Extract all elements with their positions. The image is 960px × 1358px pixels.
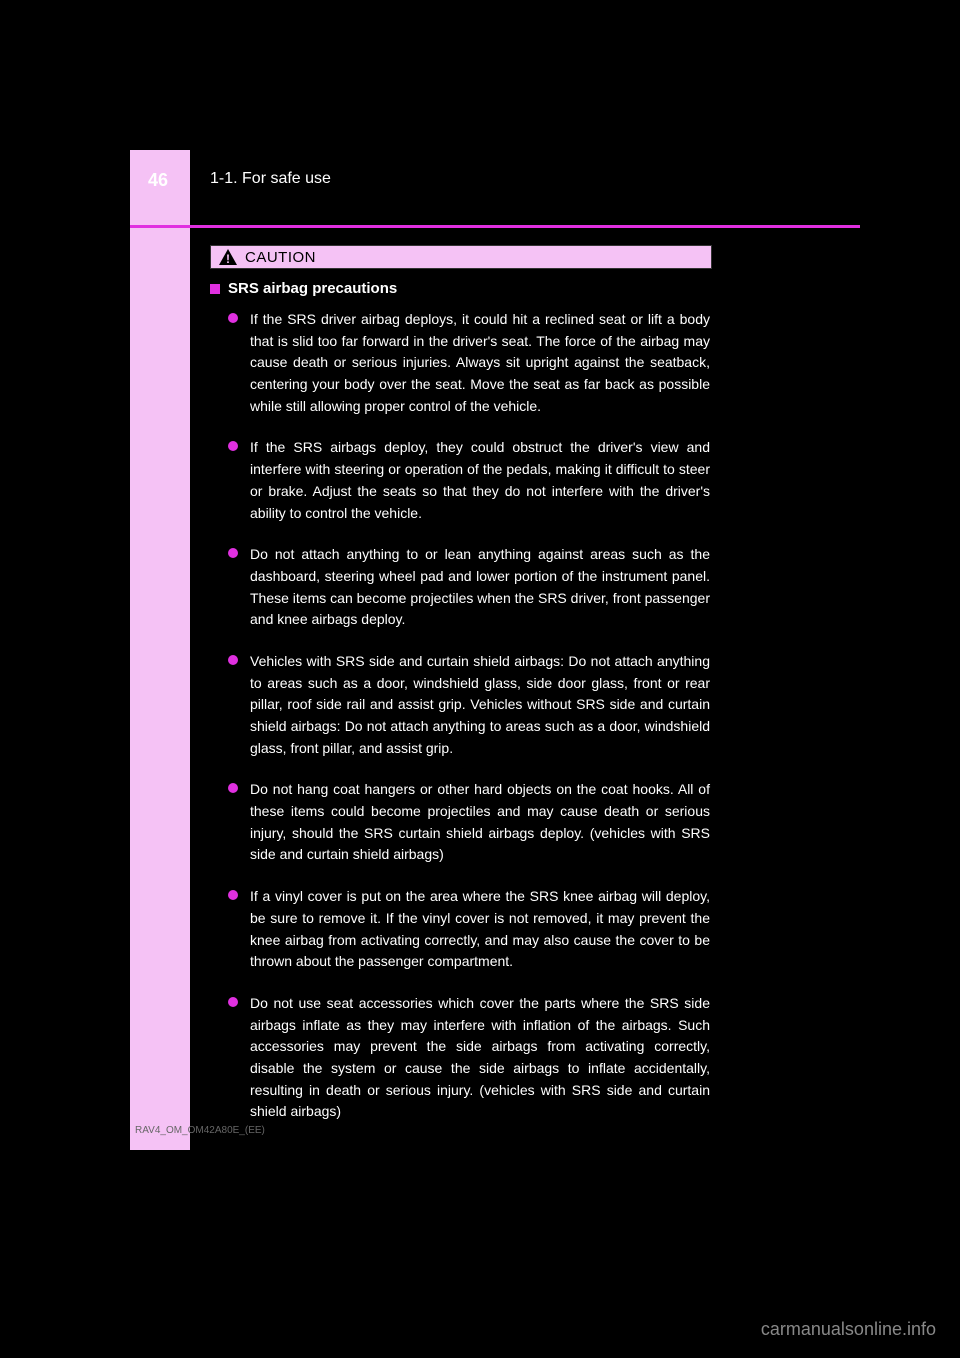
bullet-icon <box>228 441 238 451</box>
content-body: SRS airbag precautions If the SRS driver… <box>210 280 710 1143</box>
bullet-icon <box>228 313 238 323</box>
watermark: carmanualsonline.info <box>761 1319 936 1340</box>
caution-box: ! CAUTION <box>210 245 712 269</box>
breadcrumb: 1-1. For safe use <box>210 170 331 188</box>
bullet-text: Do not attach anything to or lean anythi… <box>250 544 710 631</box>
bullet-text: If the SRS airbags deploy, they could ob… <box>250 437 710 524</box>
sidebar-tab <box>130 150 190 1150</box>
bullet-text: Do not hang coat hangers or other hard o… <box>250 779 710 866</box>
bullet-icon <box>228 548 238 558</box>
bullet-icon <box>228 783 238 793</box>
bullet-item: If a vinyl cover is put on the area wher… <box>228 886 710 973</box>
bullet-item: Vehicles with SRS side and curtain shiel… <box>228 651 710 759</box>
bullet-text: If the SRS driver airbag deploys, it cou… <box>250 309 710 417</box>
bullet-icon <box>228 655 238 665</box>
warning-triangle-icon: ! <box>217 247 239 267</box>
bullet-icon <box>228 997 238 1007</box>
section-marker-icon <box>210 284 220 294</box>
bullet-item: Do not use seat accessories which cover … <box>228 993 710 1123</box>
document-id: RAV4_OM_OM42A80E_(EE) <box>135 1125 265 1136</box>
bullet-item: If the SRS driver airbag deploys, it cou… <box>228 309 710 417</box>
header-divider <box>130 225 860 228</box>
section-title-text: SRS airbag precautions <box>228 280 397 297</box>
bullet-item: If the SRS airbags deploy, they could ob… <box>228 437 710 524</box>
section-title: SRS airbag precautions <box>210 280 710 297</box>
page-number: 46 <box>148 170 168 191</box>
caution-label: CAUTION <box>245 249 316 266</box>
bullet-text: Do not use seat accessories which cover … <box>250 993 710 1123</box>
bullet-text: Vehicles with SRS side and curtain shiel… <box>250 651 710 759</box>
bullet-icon <box>228 890 238 900</box>
bullet-item: Do not hang coat hangers or other hard o… <box>228 779 710 866</box>
bullet-item: Do not attach anything to or lean anythi… <box>228 544 710 631</box>
svg-text:!: ! <box>226 252 230 266</box>
bullet-text: If a vinyl cover is put on the area wher… <box>250 886 710 973</box>
